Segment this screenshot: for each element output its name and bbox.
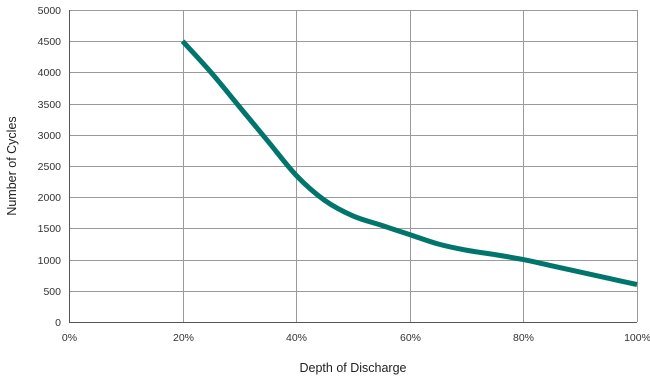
x-tick-label: 80% [513,332,534,344]
x-axis-title: Depth of Discharge [299,361,406,375]
x-tick-label: 60% [400,332,421,344]
x-tick-label: 40% [286,332,307,344]
y-tick-label: 4000 [38,67,62,79]
y-tick-label: 1000 [38,255,62,267]
cycles-series-line [180,39,638,288]
y-tick-label: 2500 [38,161,62,173]
y-tick-label: 5000 [38,5,62,17]
y-tick-label: 500 [43,286,61,298]
x-tick-label: 0% [62,332,77,344]
x-tick-label: 20% [173,332,194,344]
y-tick-label: 2000 [38,192,62,204]
y-tick-label: 0 [55,317,61,329]
y-axis-title: Number of Cycles [5,116,19,215]
y-tick-label: 3500 [38,99,62,111]
x-tick-label: 100% [624,332,650,344]
tick-label-layer: 0 500 1000 1500 2000 2500 3000 3500 4000 4500 5000… [38,5,650,344]
y-tick-label: 3000 [38,130,62,142]
y-tick-label: 1500 [38,223,62,235]
y-tick-label: 4500 [38,36,62,48]
line-layer [180,39,638,288]
grid-layer [69,10,638,322]
axis-layer [69,10,637,323]
